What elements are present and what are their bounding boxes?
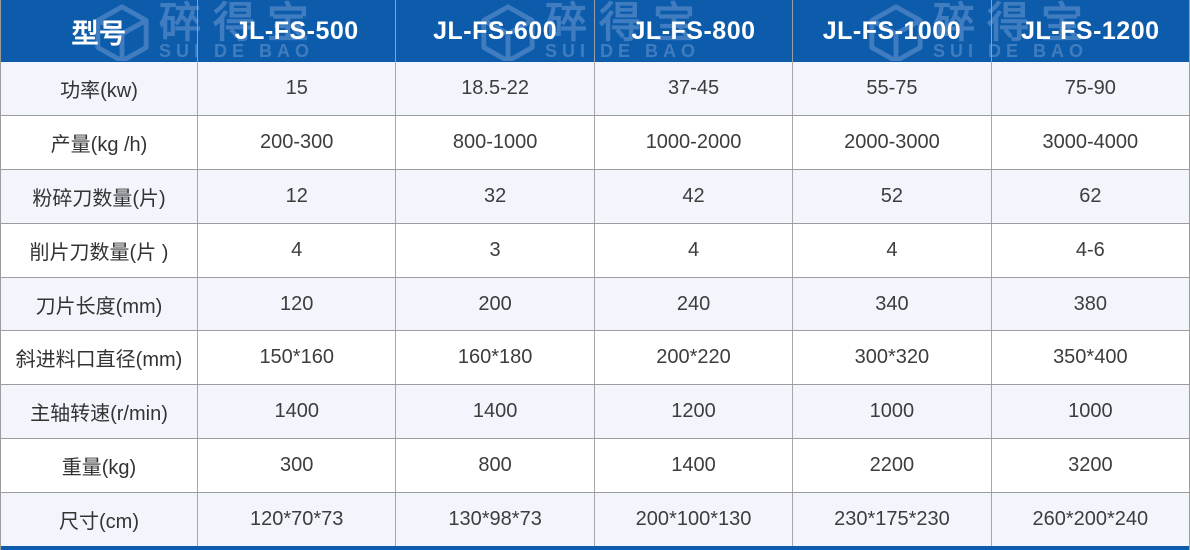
table-row: 斜进料口直径(mm) 150*160 160*180 200*220 300*320 35… bbox=[1, 330, 1189, 385]
value-cell: 800 bbox=[395, 439, 593, 493]
value-cell: 62 bbox=[990, 169, 1189, 223]
value-cell: 200*220 bbox=[593, 331, 792, 385]
value-cell: 380 bbox=[990, 277, 1189, 331]
row-label-cell: 产量(kg /h) bbox=[50, 133, 148, 156]
header-cell-model: JL-FS-600 bbox=[395, 0, 593, 62]
value-cell: 3 bbox=[395, 223, 593, 277]
value-cell: 1000 bbox=[990, 385, 1189, 439]
table-row: 削片刀数量(片 ) 4 3 4 4 4-6 bbox=[1, 222, 1189, 277]
value-cell: 240 bbox=[593, 277, 792, 331]
table-row: 重量(kg) 300 800 1400 2200 3200 bbox=[1, 438, 1189, 493]
value-cell: 260*200*240 bbox=[990, 493, 1189, 547]
table-body: 功率(kw) 15 18.5-22 37-45 55-75 75-90 产量(kg /h) 2… bbox=[1, 62, 1189, 547]
value-cell: 1000 bbox=[792, 385, 990, 439]
table-row: 尺寸(cm) 120*70*73 130*98*73 200*100*130 230*1… bbox=[1, 492, 1189, 547]
value-cell: 120 bbox=[197, 277, 395, 331]
value-cell: 75-90 bbox=[990, 62, 1189, 115]
value-cell: 3000-4000 bbox=[990, 115, 1189, 169]
value-cell: 15 bbox=[197, 62, 395, 115]
row-label-cell: 主轴转速(r/min) bbox=[30, 403, 168, 426]
value-cell: 4 bbox=[593, 223, 792, 277]
value-cell: 42 bbox=[593, 169, 792, 223]
table-header-row: 碎得宝 SUI DE BAO 碎得宝 SUI DE BAO 碎得宝 SUI DE BAO … bbox=[1, 0, 1189, 62]
value-cell: 3200 bbox=[990, 439, 1189, 493]
bottom-accent-strip bbox=[1, 546, 1189, 550]
table-row: 产量(kg /h) 200-300 800-1000 1000-2000 2000-30… bbox=[1, 114, 1189, 169]
value-cell: 55-75 bbox=[792, 62, 990, 115]
value-cell: 1200 bbox=[593, 385, 792, 439]
row-label-cell: 尺寸(cm) bbox=[59, 511, 139, 534]
row-label-cell: 重量(kg) bbox=[61, 457, 137, 480]
value-cell: 2000-3000 bbox=[792, 115, 990, 169]
value-cell: 4 bbox=[792, 223, 990, 277]
row-label-cell: 削片刀数量(片 ) bbox=[29, 241, 169, 264]
table-row: 主轴转速(r/min) 1400 1400 1200 1000 1000 bbox=[1, 384, 1189, 439]
value-cell: 52 bbox=[792, 169, 990, 223]
table-row: 刀片长度(mm) 120 200 240 340 380 bbox=[1, 276, 1189, 331]
value-cell: 1400 bbox=[593, 439, 792, 493]
value-cell: 4 bbox=[197, 223, 395, 277]
value-cell: 800-1000 bbox=[395, 115, 593, 169]
row-label-cell: 刀片长度(mm) bbox=[35, 295, 163, 318]
value-cell: 200*100*130 bbox=[593, 493, 792, 547]
row-label-cell: 功率(kw) bbox=[60, 79, 138, 102]
value-cell: 32 bbox=[395, 169, 593, 223]
header-cell-model: JL-FS-500 bbox=[197, 0, 395, 62]
value-cell: 350*400 bbox=[990, 331, 1189, 385]
value-cell: 2200 bbox=[792, 439, 990, 493]
value-cell: 120*70*73 bbox=[197, 493, 395, 547]
value-cell: 200 bbox=[395, 277, 593, 331]
header-cell-model-label: 型号 bbox=[71, 18, 127, 49]
value-cell: 1000-2000 bbox=[593, 115, 792, 169]
header-cell-model: JL-FS-800 bbox=[593, 0, 792, 62]
value-cell: 150*160 bbox=[197, 331, 395, 385]
value-cell: 300 bbox=[197, 439, 395, 493]
value-cell: 200-300 bbox=[197, 115, 395, 169]
table-row: 功率(kw) 15 18.5-22 37-45 55-75 75-90 bbox=[1, 62, 1189, 115]
header-cell-model: JL-FS-1000 bbox=[792, 0, 990, 62]
value-cell: 160*180 bbox=[395, 331, 593, 385]
row-label-cell: 斜进料口直径(mm) bbox=[15, 349, 183, 372]
value-cell: 1400 bbox=[197, 385, 395, 439]
value-cell: 37-45 bbox=[593, 62, 792, 115]
value-cell: 12 bbox=[197, 169, 395, 223]
table-row: 粉碎刀数量(片) 12 32 42 52 62 bbox=[1, 168, 1189, 223]
value-cell: 230*175*230 bbox=[792, 493, 990, 547]
value-cell: 300*320 bbox=[792, 331, 990, 385]
value-cell: 340 bbox=[792, 277, 990, 331]
row-label-cell: 粉碎刀数量(片) bbox=[32, 187, 166, 210]
value-cell: 130*98*73 bbox=[395, 493, 593, 547]
header-cell-model: JL-FS-1200 bbox=[990, 0, 1189, 62]
value-cell: 1400 bbox=[395, 385, 593, 439]
value-cell: 4-6 bbox=[990, 223, 1189, 277]
value-cell: 18.5-22 bbox=[395, 62, 593, 115]
